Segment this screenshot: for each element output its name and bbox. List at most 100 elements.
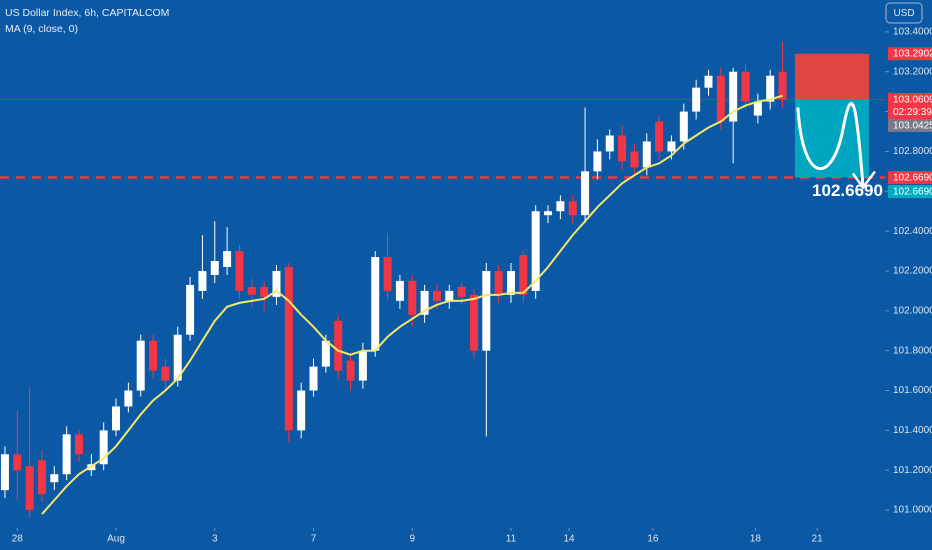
candle-body (173, 334, 182, 381)
y-tick-label: 102.4000 (893, 226, 932, 237)
candle-body (420, 290, 429, 315)
y-tick-label: 102.2000 (893, 266, 932, 277)
candle-body (507, 270, 516, 295)
candle-body (371, 257, 380, 351)
forecast-curve (796, 102, 865, 186)
candle-body (667, 141, 676, 152)
candle-body (618, 135, 627, 162)
price-label-box (888, 92, 932, 119)
legend: US Dollar Index, 6h, CAPITALCOM MA (9, c… (5, 7, 169, 35)
candle-body (223, 251, 232, 267)
candle-body (704, 75, 713, 88)
price-label-box (888, 171, 932, 185)
price-label: 103.0609 (893, 94, 932, 105)
candle-body (778, 71, 787, 100)
candle-body (753, 101, 762, 116)
y-tick-label: 102.8000 (893, 146, 932, 157)
stop-zone (794, 53, 869, 100)
candle-body (161, 366, 170, 381)
candle-body (50, 474, 59, 483)
candle-body (25, 466, 34, 511)
currency-label[interactable]: USD (893, 8, 914, 19)
y-tick-label: 101.6000 (893, 385, 932, 396)
price-label: 103.2902 (893, 49, 932, 60)
candle-body (284, 266, 293, 431)
candle-body (556, 201, 565, 212)
price-label: 102.6690 (893, 186, 932, 197)
indicator-label: MA (9, close, 0) (5, 23, 78, 35)
candle-body (334, 320, 343, 371)
candle-body (136, 340, 145, 391)
candle-body (37, 460, 46, 495)
candle-body (99, 430, 108, 465)
candle-body (247, 286, 256, 295)
x-tick-label: 14 (563, 534, 575, 545)
candle-body (149, 340, 158, 371)
candle-body (297, 390, 306, 431)
y-tick-label: 101.2000 (893, 465, 932, 476)
currency-button[interactable] (885, 2, 923, 24)
candle-body (272, 270, 281, 297)
candle-body (630, 151, 639, 168)
candle-body (309, 366, 318, 391)
x-tick-label: 16 (647, 534, 659, 545)
candle-body (235, 251, 244, 291)
plot-area: 101.0000 101.2000 101.4000 101.6000 101.8000… (0, 27, 932, 545)
candle-body (679, 111, 688, 142)
candle-body (519, 255, 528, 295)
candle-body (445, 290, 454, 301)
candle-body (210, 261, 219, 275)
candle-body (321, 340, 330, 367)
candle-body (112, 406, 121, 431)
candle-body (531, 211, 540, 291)
candle-body (593, 151, 602, 172)
price-label: 103.0425 (893, 120, 932, 131)
price-label-box (888, 118, 932, 132)
y-tick-label: 101.4000 (893, 425, 932, 436)
candle-body (544, 211, 553, 216)
y-tick-label: 103.4000 (893, 27, 932, 38)
candle-body (692, 87, 701, 112)
candle-body (729, 71, 738, 122)
candle-body (358, 350, 367, 381)
candle-body (124, 390, 133, 407)
candle-body (408, 280, 417, 315)
candle-body (655, 121, 664, 152)
candle-body (469, 294, 478, 351)
price-label-box (888, 185, 932, 199)
price-label-box (888, 47, 932, 61)
y-tick-label: 101.8000 (893, 345, 932, 356)
price-label: 102.6690 (893, 172, 932, 183)
x-tick-label: Aug (107, 534, 125, 545)
candle-body (568, 201, 577, 216)
candle-body (642, 141, 651, 168)
forecast-arrow (851, 170, 876, 190)
candle-body (482, 270, 491, 351)
candle-body (432, 290, 441, 301)
x-tick-label: 3 (212, 534, 218, 545)
candle-body (383, 257, 392, 291)
candle-body (766, 75, 775, 102)
candle-body (74, 434, 83, 455)
candle-body (13, 454, 22, 471)
x-tick-label: 9 (409, 534, 415, 545)
candle-body (198, 270, 207, 291)
x-tick-label: 11 (506, 534, 517, 545)
candle-body (457, 286, 466, 297)
y-tick-label: 101.0000 (893, 505, 932, 516)
target-value-label: 102.6690 (812, 181, 883, 200)
y-tick-label: 103.2000 (893, 66, 932, 77)
candle-body (716, 75, 725, 122)
chart-title: US Dollar Index, 6h, CAPITALCOM (5, 7, 169, 19)
candle-body (346, 360, 355, 381)
countdown-label: 02:29:39 (893, 107, 932, 118)
ma-line (41, 94, 783, 515)
x-tick-label: 18 (750, 534, 762, 545)
candle-body (186, 284, 195, 335)
x-tick-label: 28 (12, 534, 24, 545)
candle-body (62, 434, 71, 475)
candle-body (395, 280, 404, 301)
